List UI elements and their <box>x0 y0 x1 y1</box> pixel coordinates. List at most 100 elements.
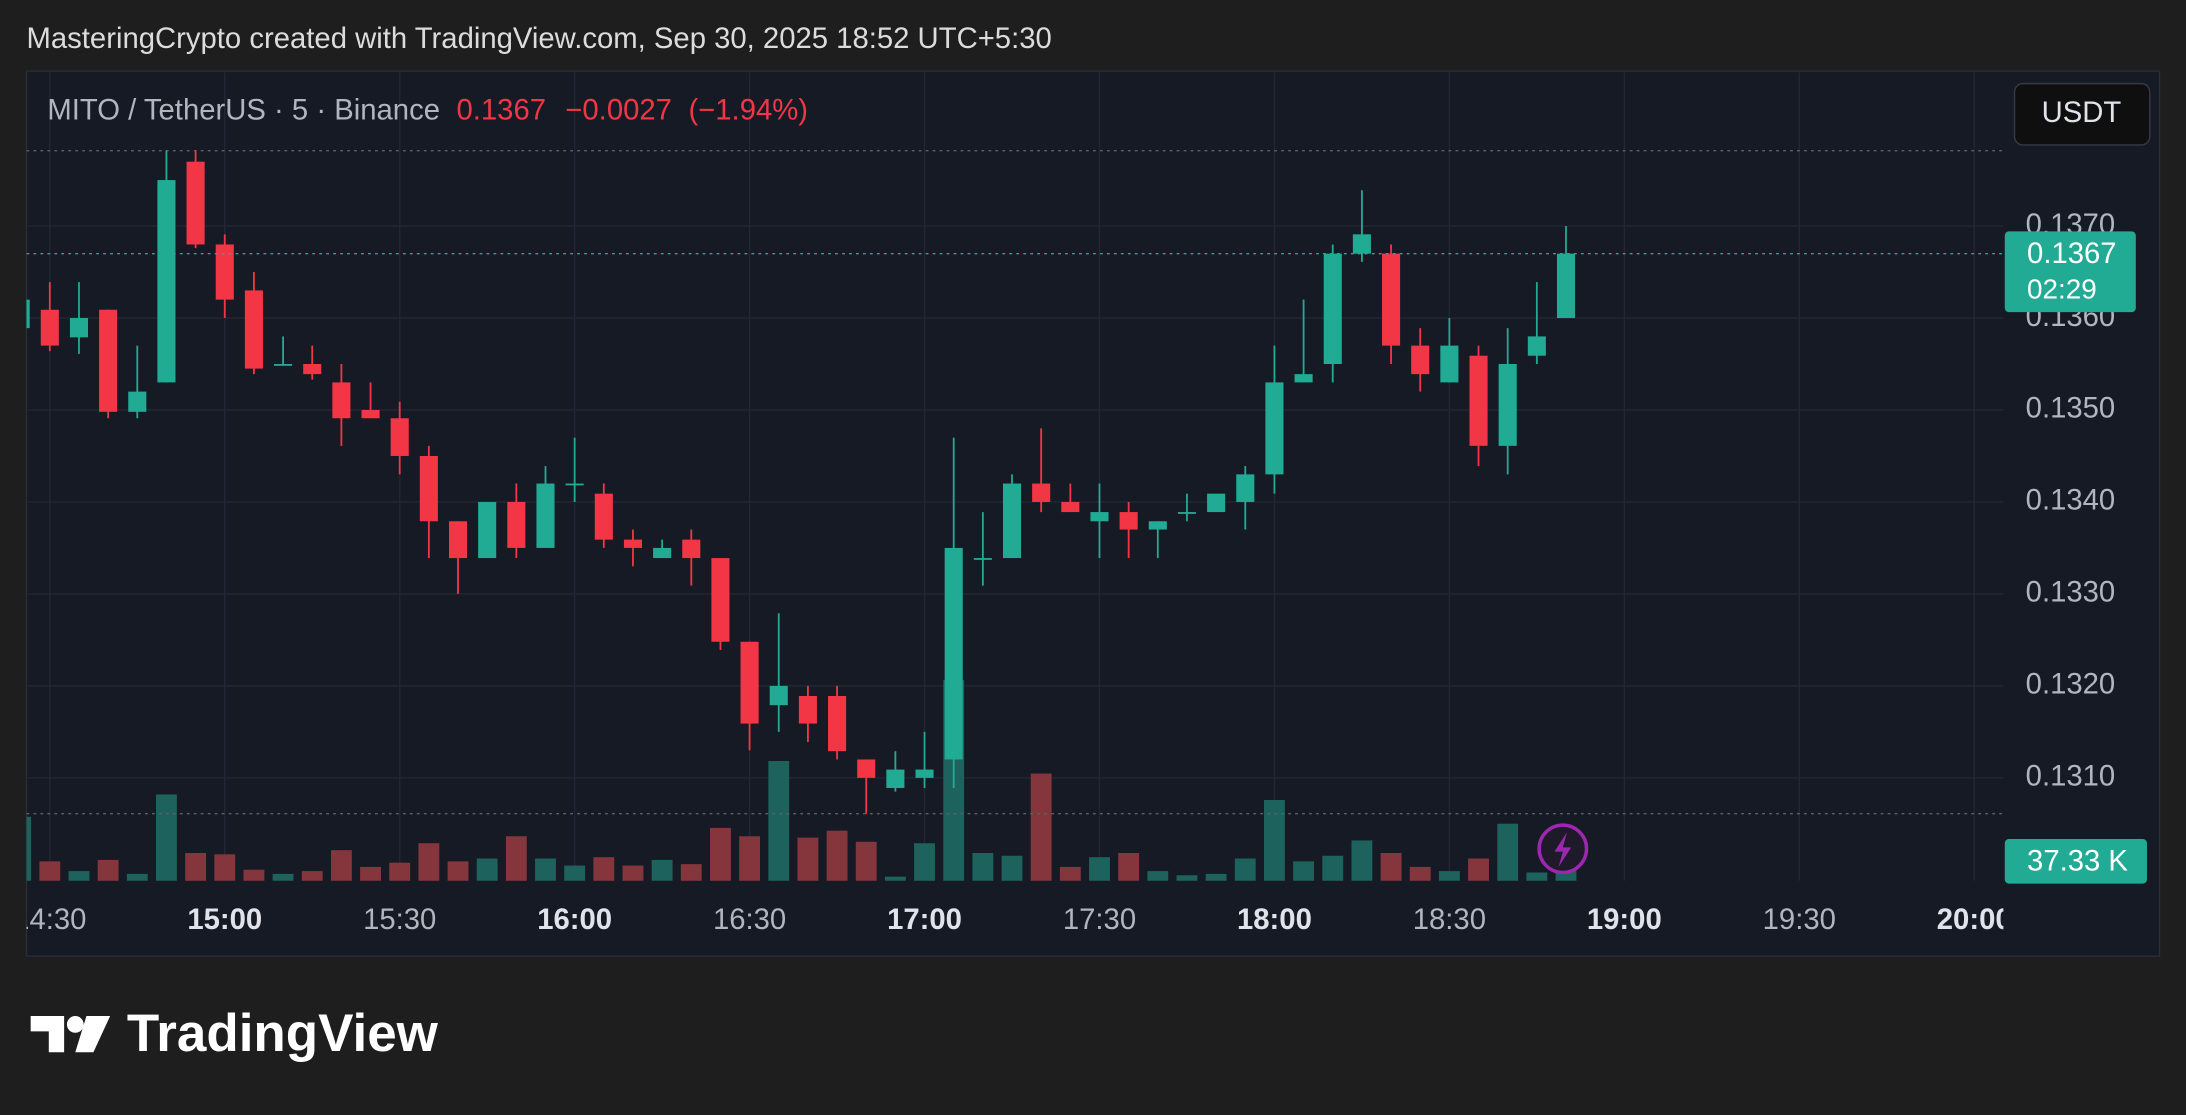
volume-bar <box>564 865 586 881</box>
volume-bar <box>1409 866 1431 881</box>
logo-t <box>30 1016 65 1053</box>
candle-body <box>1323 253 1342 365</box>
candle-body <box>1469 355 1488 446</box>
candle-body <box>973 558 992 560</box>
candle-body <box>1411 345 1430 375</box>
candle-body <box>1352 234 1371 254</box>
volume-bar <box>680 864 702 881</box>
volume-bar <box>972 852 994 881</box>
candle-body <box>1002 483 1022 559</box>
volume-bar <box>826 830 848 881</box>
volume-bar <box>768 760 790 881</box>
candle-body <box>419 455 438 522</box>
volume-bar <box>1030 773 1052 881</box>
candle-body <box>1207 493 1226 513</box>
x-tick-label: 17:30 <box>1063 904 1136 936</box>
candle-body <box>1556 253 1576 319</box>
candle-body <box>1498 364 1517 446</box>
candle-body <box>1177 512 1196 514</box>
volume-bar <box>622 865 644 881</box>
candle-body <box>478 501 497 559</box>
volume-bar <box>418 843 440 881</box>
candle-body <box>623 539 643 548</box>
x-tick-label: 19:30 <box>1763 904 1836 936</box>
volume-bar <box>1089 857 1110 881</box>
candle-body <box>798 695 817 724</box>
x-tick-label: 18:30 <box>1413 904 1486 936</box>
price-label: 0.1367 <box>2027 238 2117 270</box>
volume-bar <box>97 859 119 881</box>
volume-bar <box>1438 871 1460 881</box>
candle-body <box>157 180 176 383</box>
candle-body <box>1148 521 1167 530</box>
volume-bar <box>272 873 294 881</box>
candle-body <box>1119 512 1138 530</box>
volume-bar <box>447 861 469 881</box>
volume-bar <box>1293 861 1315 881</box>
volume-label-box <box>2004 839 2147 884</box>
candle-body <box>915 769 934 778</box>
candle-body <box>390 418 409 456</box>
change-percent: (−1.94%) <box>688 94 808 126</box>
y-tick-label: 0.1340 <box>2026 485 2116 517</box>
candle-body <box>26 299 30 329</box>
volume-bar <box>476 858 498 881</box>
volume-bar <box>1234 858 1256 881</box>
candle-body <box>215 244 234 300</box>
volume-bar <box>797 837 819 881</box>
volume-bar <box>39 861 61 881</box>
candle-body <box>944 547 963 760</box>
volume-bar <box>1380 852 1402 881</box>
candle-body <box>1236 474 1255 502</box>
legend: MITO / TetherUS · 5 · Binance 0.1367 −0.… <box>47 94 808 126</box>
candle-body <box>1382 253 1401 346</box>
candle-body <box>1294 374 1313 383</box>
candle-body <box>857 759 876 778</box>
candle-body <box>1527 336 1546 356</box>
volume-bar <box>360 866 381 881</box>
x-tick-label: 14:30 <box>13 904 86 936</box>
x-tick-label: 20:00 <box>1937 904 2012 936</box>
volume-bar <box>126 873 148 881</box>
volume-bar <box>1118 852 1140 881</box>
currency-label[interactable]: USDT <box>2042 97 2122 129</box>
candle-body <box>594 493 613 540</box>
x-tick-label: 16:00 <box>537 904 612 936</box>
candle-body <box>711 558 730 642</box>
currency-button[interactable] <box>2013 82 2151 146</box>
volume-bar <box>710 827 731 881</box>
candle-body <box>653 547 672 559</box>
volume-bar <box>1176 875 1198 881</box>
countdown: 02:29 <box>2027 274 2097 305</box>
candle-body <box>1090 512 1109 522</box>
volume-bar <box>1147 871 1169 881</box>
candle-body <box>69 318 89 338</box>
volume-bar <box>855 841 877 881</box>
volume-bar <box>1526 872 1548 881</box>
volume-bar <box>1059 866 1081 881</box>
x-tick-label: 15:30 <box>363 904 436 936</box>
caption: MasteringCrypto created with TradingView… <box>26 23 1051 55</box>
candle-body <box>1032 483 1051 502</box>
candle-body <box>303 364 322 375</box>
volume-bar <box>1263 799 1285 881</box>
volume-bar <box>651 859 673 881</box>
volume-bar <box>26 816 32 881</box>
candle-body <box>1440 345 1459 383</box>
volume-bar <box>68 871 90 881</box>
volume-bar <box>156 794 177 881</box>
candle-body <box>332 382 351 419</box>
candle-body <box>740 641 759 724</box>
volume-label: 37.33 K <box>2027 845 2128 877</box>
volume-bar <box>301 871 323 881</box>
y-tick-label: 0.1310 <box>2026 761 2116 793</box>
x-tick-label: 18:00 <box>1237 904 1312 936</box>
volume-bar <box>1468 858 1489 881</box>
alert-bolt <box>1554 832 1572 867</box>
change: −0.0027 <box>565 94 672 126</box>
volume-bar <box>1351 840 1373 881</box>
volume-bar <box>593 857 615 881</box>
y-tick-label: 0.1330 <box>2026 577 2116 609</box>
candle-body <box>274 364 293 366</box>
